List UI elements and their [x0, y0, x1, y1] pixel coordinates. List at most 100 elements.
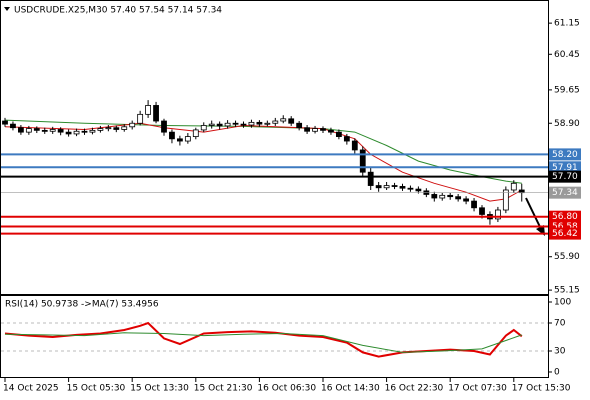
- candle-body: [49, 129, 56, 132]
- candle-body: [81, 130, 88, 133]
- candle-body: [176, 138, 183, 142]
- candle-body: [208, 123, 215, 126]
- candle-body: [137, 113, 144, 124]
- candle-body: [494, 209, 501, 220]
- level-tag: [549, 148, 581, 161]
- candle-body: [105, 127, 112, 130]
- level-tag: [549, 227, 581, 240]
- candle-body: [216, 123, 223, 127]
- candle-body: [145, 105, 152, 115]
- y-tick-label: 61.15: [554, 19, 580, 29]
- level-tag: [549, 161, 581, 174]
- y-tick-label: 58.90: [554, 119, 580, 129]
- x-tick-label: 16 Oct 22:30: [385, 384, 444, 394]
- x-tick-label: 15 Oct 21:30: [194, 384, 253, 394]
- candle-body: [455, 196, 462, 200]
- candle-body: [471, 200, 477, 209]
- candle-body: [97, 128, 104, 131]
- candle-body: [510, 182, 517, 191]
- candle-body: [304, 127, 311, 132]
- candle-body: [359, 149, 366, 173]
- candle-body: [248, 121, 255, 126]
- x-tick-label: 16 Oct 14:30: [321, 384, 380, 394]
- level-label: 57.70: [552, 172, 578, 182]
- candle-body: [502, 189, 509, 211]
- candle-body: [479, 207, 485, 215]
- x-tick-label: 17 Oct 15:30: [512, 384, 571, 394]
- candle-body: [129, 122, 136, 128]
- menu-triangle[interactable]: [4, 7, 10, 11]
- candle-body: [57, 129, 64, 133]
- moving-average: [4, 122, 523, 202]
- candle-body: [240, 123, 247, 126]
- candle-body: [200, 125, 207, 131]
- level-tag: [549, 170, 581, 183]
- candle-body: [463, 198, 470, 202]
- candle-body: [288, 118, 295, 124]
- candle-body: [431, 194, 438, 199]
- candle-body: [367, 171, 374, 186]
- candle-body: [65, 131, 72, 135]
- level-label: 57.91: [552, 163, 578, 173]
- candle-body: [2, 120, 8, 125]
- candle-body: [407, 187, 414, 190]
- candle-body: [280, 118, 287, 122]
- candle-body: [447, 194, 454, 198]
- candle-body: [184, 136, 191, 142]
- y-tick-label: 60.45: [554, 50, 580, 60]
- candle-body: [73, 130, 80, 135]
- x-tick-label: 14 Oct 2025: [3, 384, 59, 394]
- rsi-line: [4, 321, 523, 358]
- candle-body: [224, 122, 231, 127]
- candle-body: [328, 129, 334, 133]
- rsi-y-tick-label: 0: [554, 367, 560, 377]
- candle-body: [399, 186, 406, 189]
- candle-body: [296, 122, 303, 129]
- x-tick-label: 16 Oct 06:30: [257, 384, 316, 394]
- level-label: 56.58: [552, 222, 578, 232]
- arrow: [525, 197, 542, 230]
- level-tag: [549, 186, 581, 199]
- level-label: 56.42: [552, 229, 578, 239]
- rsi-line: [4, 332, 522, 353]
- candle-body: [153, 105, 159, 122]
- candle-body: [192, 129, 199, 137]
- rsi-y-tick-label: 70: [554, 318, 566, 328]
- rsi-panel: [0, 295, 549, 378]
- candle-body: [375, 185, 382, 189]
- y-tick-label: 59.65: [554, 85, 580, 95]
- candle-body: [518, 189, 525, 194]
- candle-body: [415, 188, 422, 192]
- x-tick-label: 15 Oct 05:30: [67, 384, 126, 394]
- level-label: 57.34: [552, 188, 578, 198]
- candle-body: [232, 122, 239, 125]
- candle-body: [320, 128, 326, 131]
- candle-body: [383, 185, 390, 189]
- candle-body: [10, 123, 16, 129]
- rsi-title: RSI(14) 50.9738 ->MA(7) 53.4956: [5, 300, 159, 310]
- candle-body: [272, 120, 279, 124]
- level-label: 56.80: [552, 212, 578, 222]
- candle-body: [25, 128, 32, 133]
- x-tick-label: 15 Oct 13:30: [130, 384, 189, 394]
- candle-body: [312, 128, 318, 132]
- candle-body: [41, 129, 48, 132]
- candle-body: [169, 131, 175, 140]
- chart-title: USDCRUDE.X25,M30 57.40 57.54 57.14 57.34: [14, 6, 222, 16]
- candle-body: [351, 140, 358, 151]
- candle-body: [439, 194, 446, 199]
- candle-body: [33, 128, 40, 131]
- candle-body: [113, 127, 120, 130]
- candle-body: [256, 121, 263, 125]
- rsi-y-tick-label: 30: [554, 346, 566, 356]
- candle-body: [161, 120, 167, 133]
- candle-body: [264, 122, 271, 125]
- candle-body: [17, 127, 24, 133]
- level-tag: [549, 210, 581, 223]
- rsi-y-tick-label: 100: [554, 297, 571, 307]
- candle-body: [89, 129, 96, 133]
- candle-body: [335, 131, 342, 137]
- candle-body: [343, 136, 350, 142]
- price-panel: [0, 0, 549, 295]
